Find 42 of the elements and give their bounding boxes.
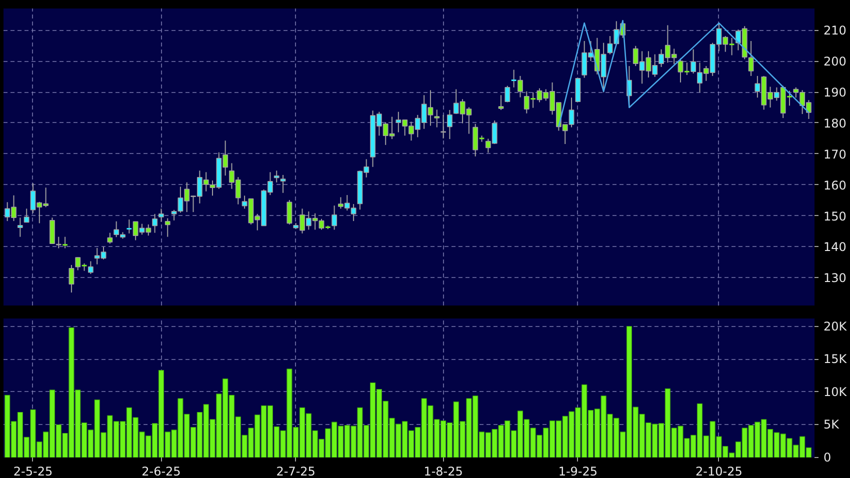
- y-tick-label: 170: [824, 147, 846, 162]
- candlestick: [158, 208, 164, 222]
- x-tick-label: 2-7-25: [276, 464, 316, 478]
- candlestick: [440, 114, 446, 139]
- candlestick: [88, 260, 94, 274]
- candlestick: [280, 174, 286, 194]
- x-tick-label: 1-8-25: [424, 464, 463, 478]
- candlestick: [447, 109, 452, 140]
- candlestick: [68, 264, 74, 294]
- candlestick: [274, 170, 280, 183]
- y-tick-label: 15K: [824, 352, 848, 366]
- candlestick: [498, 94, 504, 110]
- candlestick: [575, 77, 581, 102]
- candlestick: [50, 217, 55, 244]
- candlestick: [107, 232, 113, 244]
- x-tick-label: 2-10-25: [696, 464, 742, 478]
- y-tick-label: 20K: [824, 319, 848, 334]
- y-tick-label: 10K: [824, 384, 848, 399]
- candlestick: [332, 205, 338, 230]
- candlestick: [164, 218, 170, 238]
- y-tick-label: 5K: [824, 418, 840, 432]
- candlestick: [690, 48, 696, 74]
- x-tick-label: 1-9-25: [558, 464, 598, 478]
- y-tick-label: 140: [824, 240, 846, 254]
- y-tick-label: 130: [824, 271, 846, 286]
- y-tick-label: 190: [824, 86, 846, 100]
- candlestick: [286, 200, 292, 225]
- y-tick-label: 200: [824, 54, 846, 69]
- candlestick: [434, 109, 440, 128]
- y-tick-label: 180: [824, 116, 846, 130]
- x-tick-label: 2-5-25: [13, 464, 53, 478]
- y-tick-label: 210: [824, 24, 846, 38]
- y-tick-label: 160: [824, 178, 846, 192]
- candlestick: [24, 208, 30, 223]
- y-tick-label: 150: [824, 209, 846, 224]
- candlestick: [17, 217, 23, 238]
- candlestick: [518, 75, 523, 98]
- x-tick-label: 2-6-25: [142, 464, 181, 478]
- candlestick: [504, 85, 510, 103]
- candlestick: [748, 40, 754, 76]
- candlestick: [152, 213, 158, 234]
- y-tick-label: 0: [824, 450, 832, 464]
